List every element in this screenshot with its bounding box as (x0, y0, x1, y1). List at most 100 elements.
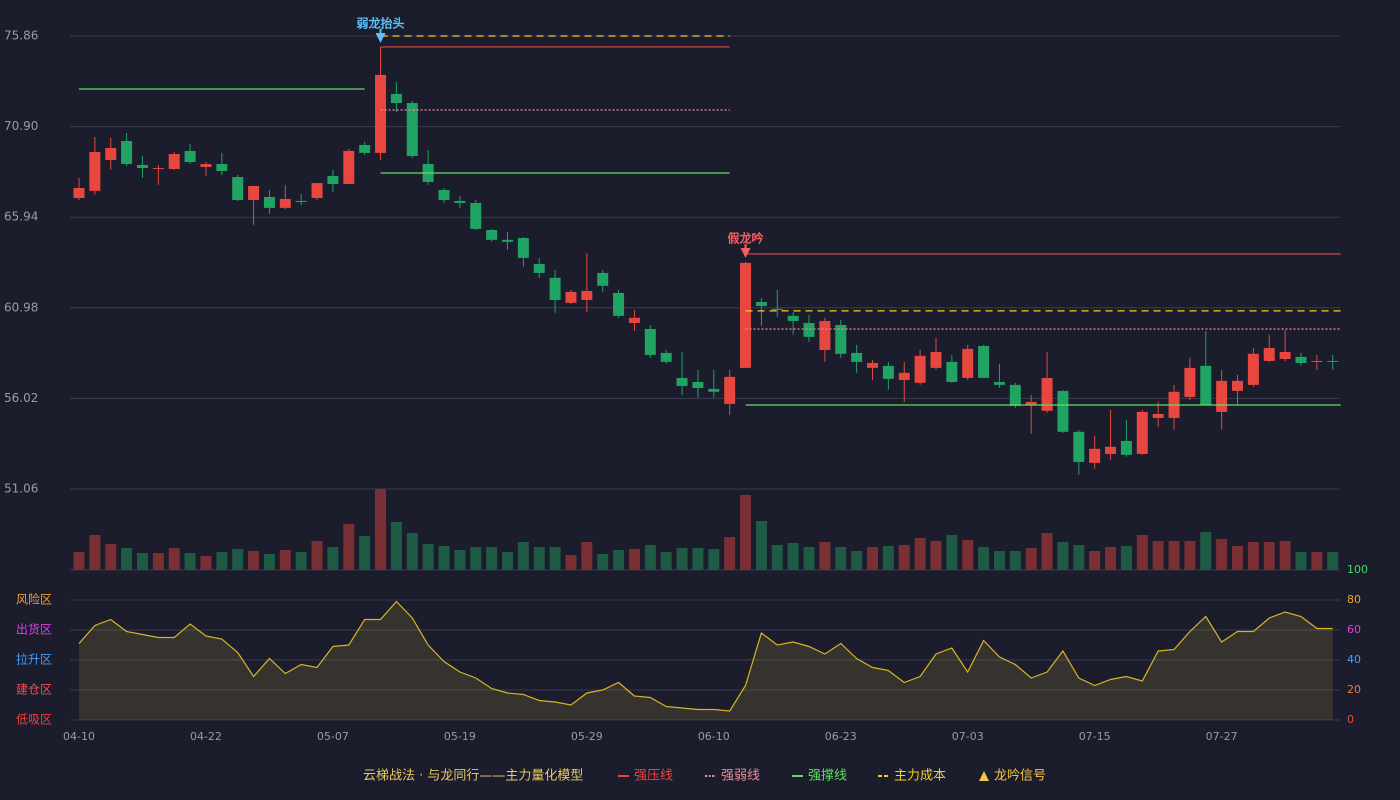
volume-bar (184, 553, 196, 570)
volume-bar (660, 552, 672, 570)
candle-body (740, 262, 752, 368)
candle-body (676, 377, 688, 386)
candle-body (184, 150, 196, 163)
volume-bar (1025, 548, 1037, 570)
volume-bar (501, 552, 513, 570)
y2-tick-label: 60 (1347, 623, 1361, 636)
y-tick-label: 60.98 (4, 300, 38, 314)
candle-body (311, 183, 323, 199)
candle-body (1247, 353, 1259, 385)
volume-bar (1073, 545, 1085, 570)
candle-body (1311, 360, 1323, 362)
candle-body (755, 301, 767, 306)
volume-bar (581, 542, 593, 570)
y2-tick-label: 100 (1347, 563, 1368, 576)
signal-marker (375, 32, 386, 43)
candle-body (295, 200, 307, 203)
candle-body (978, 345, 990, 378)
candle-body (375, 74, 387, 153)
signal-marker (740, 247, 751, 258)
candle-body (263, 196, 275, 208)
candle-body (1232, 380, 1244, 391)
volume-bar (1200, 532, 1212, 570)
volume-bar (1105, 547, 1117, 570)
volume-bar (771, 545, 783, 570)
candle-body (597, 272, 609, 286)
y-tick-label: 56.02 (4, 391, 38, 405)
volume-bar (1184, 541, 1196, 570)
volume-bar (136, 553, 148, 570)
candle-body (121, 141, 133, 165)
volume-bar (121, 548, 133, 570)
x-tick-label: 06-23 (825, 730, 857, 743)
candle-body (248, 185, 260, 201)
candle-body (152, 168, 164, 170)
volume-bar (755, 521, 767, 570)
candle-body (1279, 352, 1291, 359)
candle-body (1136, 411, 1148, 454)
candle-body (343, 150, 355, 184)
candle-body (771, 308, 783, 310)
volume-bar (533, 547, 545, 570)
candle-body (1295, 356, 1307, 363)
volume-bar (1168, 541, 1180, 570)
volume-bar (1009, 551, 1021, 570)
volume-bar (549, 547, 561, 570)
volume-bar (867, 547, 878, 570)
candle-body (438, 189, 450, 201)
volume-bar (422, 544, 434, 570)
candle-body (946, 361, 958, 382)
volume-bar (1263, 542, 1275, 570)
volume-bar (517, 542, 529, 570)
candle-body (1184, 367, 1196, 397)
volume-bar (279, 550, 291, 570)
volume-bar (1136, 535, 1148, 570)
candle-body (390, 93, 402, 104)
y-tick-label: 70.90 (4, 119, 38, 133)
candle-body (1327, 360, 1339, 362)
x-tick-label: 07-15 (1079, 730, 1111, 743)
candle-body (803, 322, 815, 337)
candle-body (549, 277, 561, 300)
candle-body (1263, 347, 1275, 361)
candle-body (581, 290, 593, 300)
candle-body (73, 187, 85, 199)
candle-body (1073, 431, 1085, 462)
candle-body (533, 263, 545, 273)
candle-body (628, 317, 640, 323)
volume-bar (248, 551, 260, 570)
volume-bar (216, 552, 228, 570)
candle-body (232, 177, 244, 201)
candle-body (501, 239, 513, 242)
candle-body (1120, 440, 1132, 455)
volume-bar (1247, 542, 1259, 570)
zone-label: 出货区 (16, 622, 52, 637)
volume-bar (1327, 552, 1339, 570)
x-tick-label: 06-10 (698, 730, 730, 743)
volume-bar (406, 533, 418, 570)
volume-bar (152, 553, 164, 570)
candle-body (136, 164, 148, 169)
volume-bar (930, 541, 942, 570)
candle-body (644, 328, 656, 355)
candle-body (993, 381, 1005, 385)
volume-bar (962, 540, 974, 570)
x-tick-label: 04-22 (190, 730, 222, 743)
x-tick-label: 04-10 (63, 730, 95, 743)
volume-bar (263, 554, 275, 570)
volume-bar (1311, 552, 1323, 570)
volume-bar (168, 548, 180, 570)
oscillator-line (78, 600, 1333, 712)
volume-bar (803, 547, 815, 570)
signal-label: 弱龙抬头 (357, 15, 405, 30)
volume-bar (628, 549, 640, 570)
candle-body (1152, 413, 1164, 418)
candle-body (359, 145, 371, 153)
volume-bar (1041, 533, 1053, 570)
y-tick-label: 51.06 (4, 482, 38, 496)
y-tick-label: 65.94 (4, 210, 38, 224)
x-tick-label: 05-19 (444, 730, 476, 743)
x-tick-label: 07-03 (952, 730, 984, 743)
y2-tick-label: 80 (1347, 593, 1361, 606)
y2-tick-label: 40 (1347, 653, 1361, 666)
